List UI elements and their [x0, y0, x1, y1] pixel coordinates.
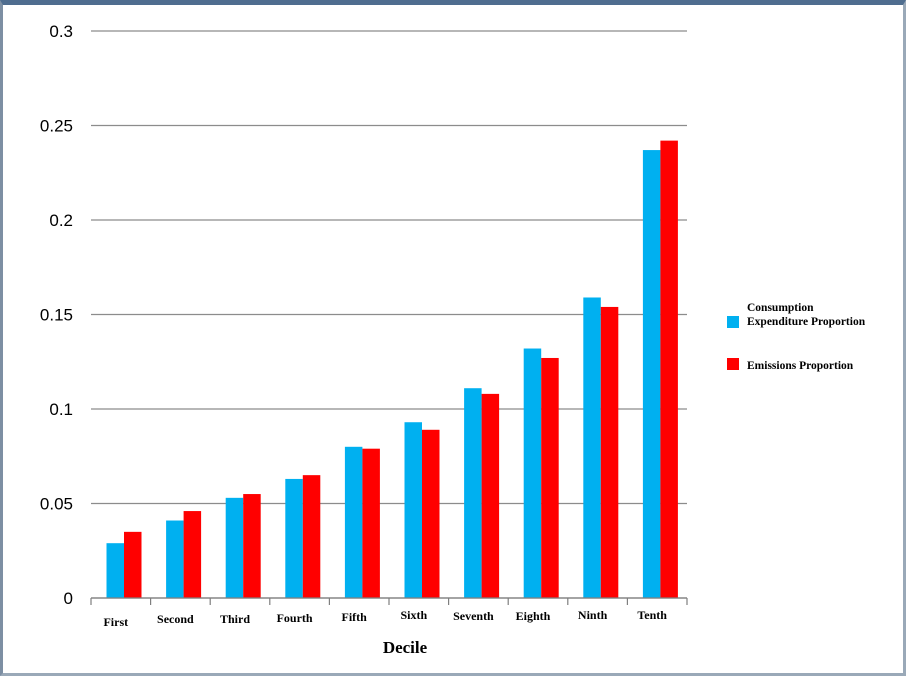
bar-consumption — [285, 478, 303, 598]
x-tick-label: Fifth — [342, 610, 368, 624]
y-tick-label: 0.25 — [40, 117, 73, 136]
bar-emissions — [362, 448, 380, 598]
legend-label: Consumption — [747, 302, 814, 314]
bar-chart: 00.050.10.150.20.250.3 First Second Third F… — [40, 22, 866, 657]
bar-consumption — [583, 297, 601, 598]
x-axis — [90, 597, 688, 605]
x-axis-tick-labels: First Second Third Fourth Fifth Sixth Seventh E… — [103, 608, 667, 629]
legend-swatch-emissions — [727, 358, 739, 370]
bar-emissions — [481, 393, 500, 598]
bar-emissions — [422, 429, 440, 598]
y-tick-label: 0.3 — [49, 22, 73, 41]
bar-consumption — [344, 446, 363, 598]
bar-emissions — [124, 531, 142, 598]
bar-consumption — [225, 497, 244, 598]
y-tick-label: 0.2 — [49, 211, 73, 230]
y-tick-label: 0.15 — [40, 306, 73, 325]
bars — [106, 140, 678, 598]
x-axis-title: Decile — [383, 638, 428, 657]
gridlines — [91, 30, 687, 599]
bar-emissions — [600, 306, 619, 598]
x-tick-label: Tenth — [637, 608, 667, 622]
bar-consumption — [523, 348, 542, 598]
bar-emissions — [541, 357, 559, 598]
x-tick-label: Third — [220, 612, 250, 626]
bar-emissions — [243, 494, 261, 598]
y-tick-label: 0.05 — [40, 495, 73, 514]
legend-label: Expenditure Proportion — [747, 316, 866, 328]
bar-consumption — [106, 543, 124, 598]
x-tick-label: Eighth — [516, 609, 551, 623]
legend-swatch-consumption — [727, 316, 739, 328]
x-tick-label: Second — [157, 612, 194, 626]
y-axis-ticks: 0 0.05 0.1 0.15 0.2 0.25 0.3 — [40, 22, 73, 608]
bar-consumption — [166, 520, 184, 598]
legend-label: Emissions Proportion — [747, 360, 854, 372]
x-tick-label: Seventh — [453, 609, 494, 623]
bar-emissions — [660, 140, 678, 598]
x-tick-label: Ninth — [578, 608, 608, 622]
y-tick-label: 0.1 — [49, 400, 73, 419]
legend: Consumption Expenditure Proportion Emissio… — [727, 302, 866, 372]
y-tick-label: 0 — [64, 589, 73, 608]
x-tick-label: Fourth — [277, 611, 313, 625]
bar-consumption — [464, 388, 482, 598]
bar-consumption — [404, 422, 422, 598]
bar-emissions — [183, 511, 202, 598]
x-tick-label: First — [103, 615, 128, 629]
bar-emissions — [302, 475, 321, 598]
bar-consumption — [642, 150, 661, 598]
x-tick-label: Sixth — [400, 608, 427, 622]
